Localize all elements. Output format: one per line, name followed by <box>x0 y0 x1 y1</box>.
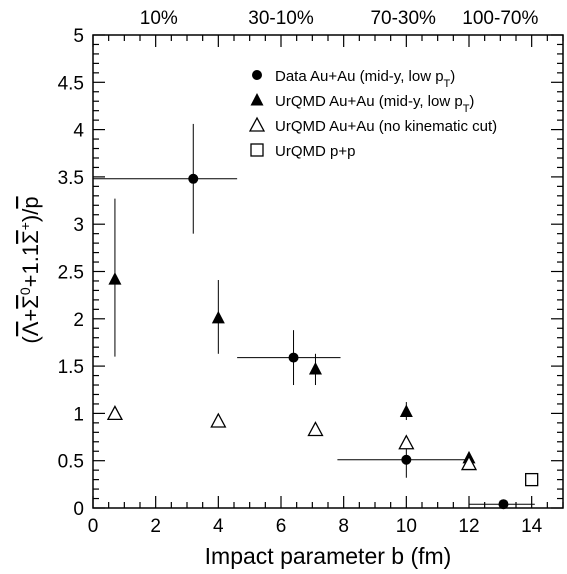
legend-text-end: ) <box>450 68 455 85</box>
x-axis-label: Impact parameter b (fm) <box>205 543 452 569</box>
ylabel-close: )/ <box>18 208 43 222</box>
y-tick-label: 1.5 <box>58 357 84 378</box>
data-point-open-triangle <box>398 434 415 450</box>
legend: Data Au+Au (mid-y, low pT)UrQMD Au+Au (m… <box>248 68 497 160</box>
legend-text: UrQMD p+p <box>275 143 355 160</box>
error-bars <box>93 123 535 507</box>
data-point-filled-circle <box>401 454 412 465</box>
legend-marker-filled-triangle <box>250 93 264 106</box>
ylabel-sigmap-sup: + <box>17 222 33 230</box>
legend-subscript: T <box>463 103 470 115</box>
data-point-filled-triangle <box>108 272 122 285</box>
y-tick-label: 3.5 <box>58 168 84 189</box>
data-point-open-triangle <box>106 405 124 421</box>
top-axis-label: 100-70% <box>462 8 538 29</box>
legend-marker-open-triangle <box>248 116 266 132</box>
ylabel-sigmap: Σ <box>18 230 43 244</box>
ylabel-p: p <box>18 196 43 208</box>
data-point-filled-circle <box>498 499 509 510</box>
data-point-filled-circle <box>188 173 199 184</box>
y-tick-label: 3 <box>73 215 84 236</box>
data-point-open-triangle <box>210 412 227 428</box>
top-axis-label: 10% <box>140 8 178 29</box>
data-point-open-square <box>525 472 539 487</box>
y-tick-label: 0 <box>73 499 84 520</box>
data-point-open-triangle <box>460 455 478 471</box>
data-markers <box>106 173 539 510</box>
legend-text: UrQMD Au+Au (no kinematic cut) <box>275 118 497 135</box>
axis-ticks: 0 2 4 6 8 10 12 14 0 0.5 1 1.5 2 2.5 3 3.5 4 4.5 5 10% 30-10… <box>58 8 564 537</box>
data-point-filled-circle <box>288 352 299 363</box>
y-tick-label: 0.5 <box>58 452 84 473</box>
ylabel-sigma0: Σ <box>18 295 43 309</box>
x-tick-label: 14 <box>521 516 543 537</box>
x-tick-label: 10 <box>396 516 417 537</box>
ylabel-sigma0-sup: 0 <box>17 287 33 295</box>
x-tick-label: 2 <box>150 516 161 537</box>
y-tick-label: 1 <box>73 404 84 425</box>
y-axis-label: (Λ+Σ0+1.1Σ+)/p <box>17 196 43 343</box>
ylabel-open: ( <box>18 336 43 344</box>
legend-entry: UrQMD p+p <box>275 143 355 160</box>
x-tick-label: 6 <box>276 516 287 537</box>
x-tick-label: 8 <box>338 516 349 537</box>
x-tick-label: 0 <box>88 516 99 537</box>
legend-entry: UrQMD Au+Au (mid-y, low pT) <box>275 93 474 115</box>
y-tick-label: 4.5 <box>58 73 84 94</box>
legend-text-end: ) <box>469 93 474 110</box>
data-point-filled-triangle <box>211 310 225 324</box>
top-axis-label: 70-30% <box>370 8 436 29</box>
legend-subscript: T <box>444 78 451 90</box>
data-point-filled-triangle <box>308 361 322 375</box>
data-point-open-triangle <box>307 421 324 437</box>
legend-entry: Data Au+Au (mid-y, low pT) <box>275 68 455 90</box>
x-tick-label: 4 <box>213 516 224 537</box>
y-tick-label: 2 <box>73 310 84 331</box>
y-tick-label: 4 <box>73 121 84 142</box>
legend-entry: UrQMD Au+Au (no kinematic cut) <box>275 118 497 135</box>
ylabel-plus: + <box>18 309 43 322</box>
ylabel-lambda: Λ <box>18 321 43 336</box>
x-tick-label: 12 <box>458 516 479 537</box>
ylabel-coef: +1.1 <box>18 244 43 287</box>
legend-marker-open-square <box>250 143 264 157</box>
legend-marker-filled-circle <box>252 70 262 80</box>
y-tick-label: 2.5 <box>58 263 84 284</box>
legend-text: Data Au+Au (mid-y, low p <box>275 68 444 85</box>
legend-text: UrQMD Au+Au (mid-y, low p <box>275 93 463 110</box>
top-axis-label: 30-10% <box>248 8 314 29</box>
data-point-filled-triangle <box>399 404 413 418</box>
y-tick-label: 5 <box>73 26 84 47</box>
